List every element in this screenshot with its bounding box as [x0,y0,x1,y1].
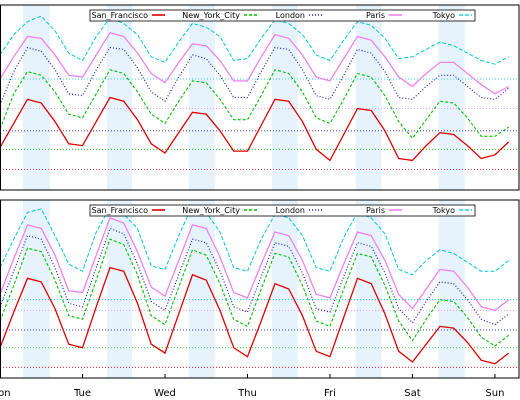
series-line [0,15,509,65]
series-line [0,216,510,312]
shaded-band [23,5,50,190]
x-tick-label: Wed [154,388,176,399]
series-line [0,31,509,95]
series-line [0,204,509,276]
legend: San_Francisco New_York_City London Paris Tok… [89,9,476,22]
shaded-band [271,200,298,378]
x-tick-label: Thu [237,388,257,399]
legend-label: Tokyo [432,206,456,215]
legend: San_Francisco New_York_City London Paris Tok… [89,204,476,217]
legend-box [89,204,476,217]
series-line [0,266,510,365]
series-line [0,69,509,140]
shaded-band [355,5,382,190]
legend-box [89,9,476,22]
legend-label: San_Francisco [92,11,149,20]
x-tick-label: Mon [0,388,11,399]
plot-frame [0,4,520,191]
x-tick-label: Sat [404,388,420,399]
series-line [0,238,510,347]
shaded-band [438,200,465,378]
legend-label: Tokyo [432,11,456,20]
legend-label: London [276,206,305,215]
x-tick-label: Tue [73,388,91,399]
series-line [0,96,510,162]
shaded-band [189,5,215,190]
x-tick-label: Fri [324,388,336,399]
legend-label: Paris [366,206,385,215]
legend-label: New_York_City [182,11,240,20]
legend-label: New_York_City [182,206,240,215]
legend-label: London [276,11,305,20]
shaded-band [106,200,132,378]
legend-label: Paris [366,11,385,20]
shaded-band [271,5,298,190]
shaded-band [438,5,465,190]
series-line [0,227,510,326]
series-line [0,46,510,106]
x-tick-label: Sun [485,388,504,399]
plot-frame [0,199,520,379]
legend-label: San_Francisco [92,206,149,215]
shaded-band [355,200,382,378]
